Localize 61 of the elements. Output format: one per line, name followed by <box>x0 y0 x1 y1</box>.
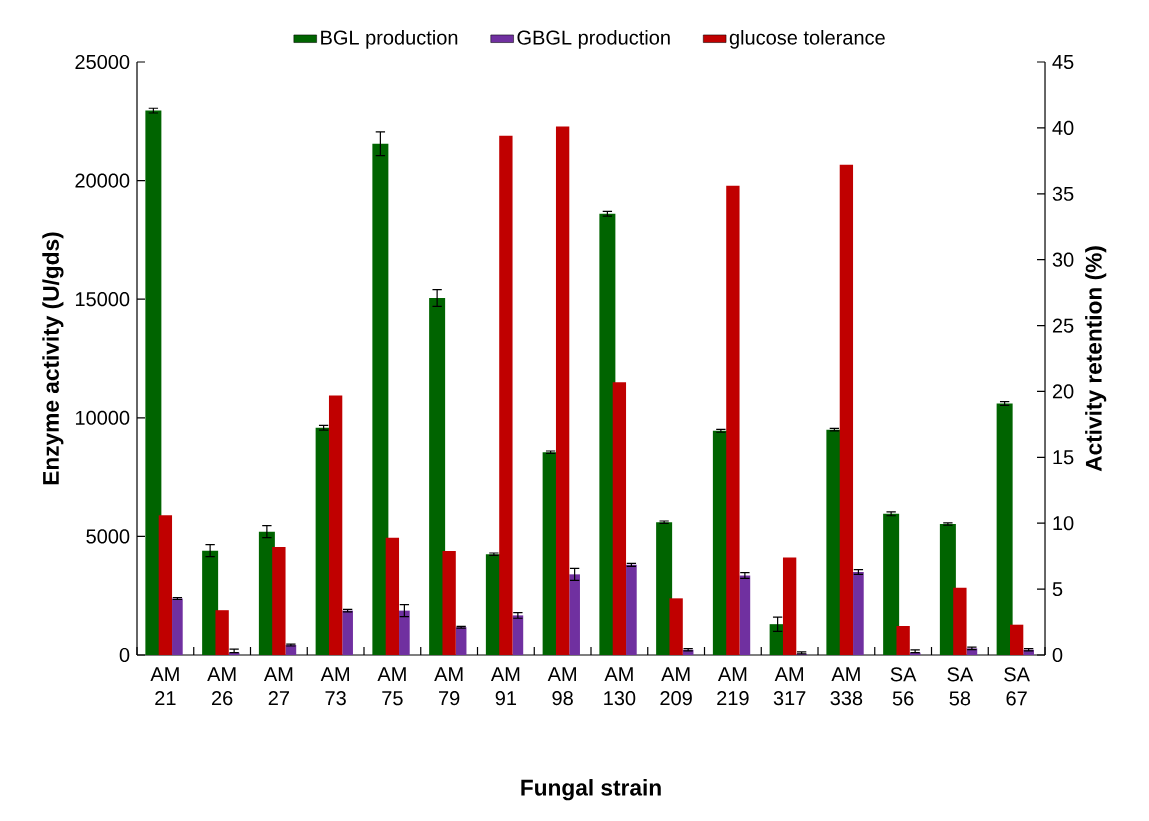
x-tick-label: SA 56 <box>890 667 917 706</box>
bar <box>853 571 864 655</box>
y2-tick-label: 45 <box>1052 55 1074 69</box>
y2-tick-label: 10 <box>1053 516 1074 531</box>
bar <box>555 126 570 655</box>
x-tick-label: AM 91 <box>490 667 520 706</box>
x-tick-label: AM 130 <box>604 667 636 706</box>
y2-tick-label: 20 <box>1052 384 1074 399</box>
bar <box>455 627 467 655</box>
x-tick-label: SA 67 <box>1004 667 1030 706</box>
x-tick-label: AM 209 <box>660 667 692 706</box>
x-axis-title: Fungal strain <box>521 779 661 801</box>
legend-label: glucose tolerance <box>729 30 885 49</box>
x-tick-label: AM 219 <box>717 667 749 706</box>
legend-label: BGL production <box>321 30 458 49</box>
bar <box>739 575 751 655</box>
y-tick-label: 15000 <box>75 292 130 307</box>
y-tick-label: 5000 <box>86 529 130 544</box>
x-tick-label: AM 317 <box>773 667 806 706</box>
y2-tick-label: 15 <box>1053 450 1074 465</box>
y2-tick-label: 35 <box>1052 186 1074 201</box>
y-tick-label: 25000 <box>75 54 130 70</box>
bar <box>372 143 389 655</box>
bar <box>726 185 740 655</box>
bar <box>782 557 797 655</box>
bar <box>896 626 910 655</box>
y2-tick-label: 40 <box>1052 120 1074 135</box>
legend-label: GBGL production <box>517 30 670 49</box>
bar <box>839 164 854 655</box>
x-tick-label: SA 58 <box>947 667 974 706</box>
x-tick-label: AM 26 <box>207 667 236 706</box>
x-tick-label: AM 73 <box>320 667 349 706</box>
bar <box>656 522 673 655</box>
y2-tick-label: 5 <box>1052 582 1063 597</box>
bar <box>883 513 900 655</box>
y-axis-title: Enzyme activity (U/gds) <box>42 232 64 485</box>
bar <box>569 574 580 655</box>
bar <box>442 550 456 655</box>
bar <box>385 537 400 655</box>
bar <box>202 550 219 655</box>
y2-tick-label: 25 <box>1052 318 1074 333</box>
y2-tick-label: 30 <box>1052 252 1074 267</box>
x-tick-label: AM 75 <box>377 667 406 706</box>
bar <box>499 135 513 655</box>
x-tick-label: AM 98 <box>547 667 576 706</box>
x-tick-label: AM 27 <box>263 667 293 706</box>
y-tick-label: 0 <box>119 647 130 663</box>
bar <box>996 403 1013 655</box>
bar <box>512 615 524 655</box>
bar <box>1009 624 1024 655</box>
x-tick-label: AM 79 <box>434 667 463 706</box>
bar <box>342 610 353 655</box>
bar <box>145 110 162 655</box>
y2-axis-title: Activity retention (%) <box>1085 246 1107 472</box>
y-tick-label: 10000 <box>75 410 130 425</box>
y2-tick-label: 0 <box>1052 647 1063 663</box>
bar <box>158 515 173 655</box>
x-tick-label: AM 338 <box>830 667 863 706</box>
x-tick-label: AM 21 <box>150 667 179 706</box>
y-tick-label: 20000 <box>75 173 130 188</box>
bar <box>429 298 446 655</box>
